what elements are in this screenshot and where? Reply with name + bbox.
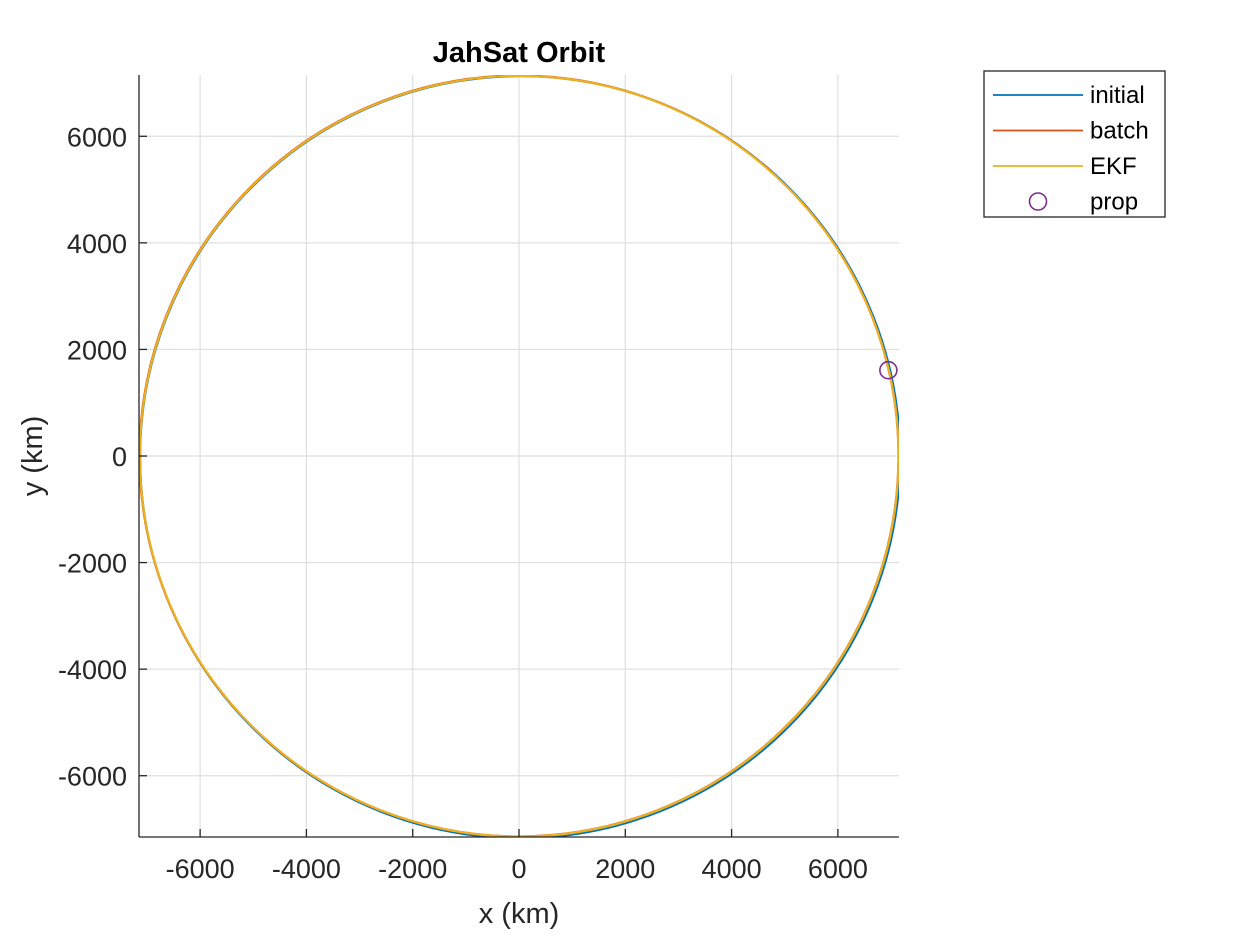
y-tick-label: 0 xyxy=(112,442,127,472)
plot-axes: -6000 -4000 -2000 0 2000 4000 6000 -6000 -4000 -2… xyxy=(58,75,899,884)
y-tick-label: -4000 xyxy=(58,655,127,685)
x-tick-label: -4000 xyxy=(272,854,341,884)
legend-label-batch: batch xyxy=(1090,118,1149,145)
legend-label-ekf: EKF xyxy=(1090,153,1137,180)
legend-label-initial: initial xyxy=(1090,82,1145,109)
series-marker-prop xyxy=(879,360,898,380)
y-tick-label: -2000 xyxy=(58,549,127,579)
x-tick-label: 4000 xyxy=(702,854,762,884)
y-axis-label: y (km) xyxy=(17,416,49,497)
y-tick-label: -6000 xyxy=(58,762,127,792)
x-tick-label: -6000 xyxy=(166,854,235,884)
legend-swatch-prop xyxy=(1028,192,1048,211)
chart-title: JahSat Orbit xyxy=(433,37,606,69)
y-tick-label: 6000 xyxy=(67,122,127,152)
x-axis-label: x (km) xyxy=(479,898,560,930)
legend-label-prop: prop xyxy=(1090,189,1138,216)
x-tick-label: -2000 xyxy=(378,854,447,884)
x-tick-label: 6000 xyxy=(808,854,868,884)
x-tick-label: 2000 xyxy=(595,854,655,884)
x-tick-label: 0 xyxy=(511,854,526,884)
y-tick-label: 4000 xyxy=(67,229,127,259)
legend: initial batch EKF prop xyxy=(983,70,1166,218)
y-tick-label: 2000 xyxy=(67,335,127,365)
